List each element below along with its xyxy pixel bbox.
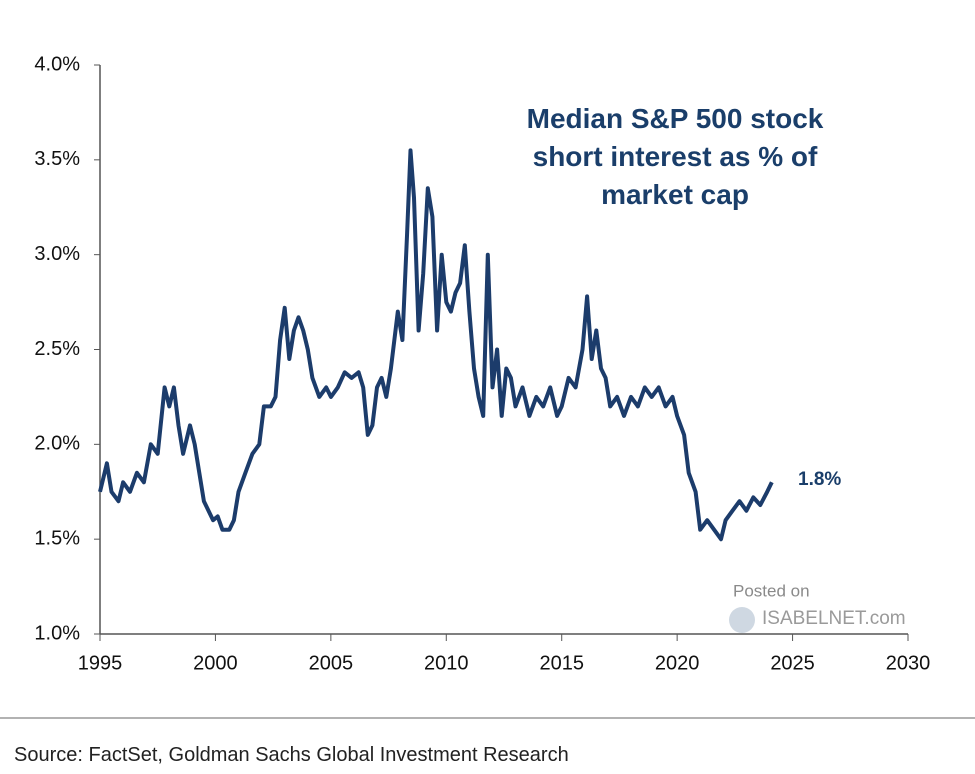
y-tick-label: 4.0%	[34, 53, 80, 75]
y-tick-label: 3.5%	[34, 148, 80, 170]
y-tick-label: 2.0%	[34, 433, 80, 455]
x-tick-label: 1995	[78, 652, 123, 674]
y-tick-label: 3.0%	[34, 243, 80, 265]
x-tick-label: 2030	[886, 652, 931, 674]
x-tick-label: 2015	[539, 652, 584, 674]
x-tick-label: 2020	[655, 652, 700, 674]
watermark-site: ISABELNET.com	[762, 608, 906, 629]
source: Source: FactSet, Goldman Sachs Global In…	[14, 744, 569, 766]
watermark-posted: Posted on	[733, 581, 810, 600]
logo	[729, 607, 755, 633]
y-tick-label: 1.5%	[34, 527, 80, 549]
annotation: 1.8%	[798, 469, 841, 490]
chart-title: Median S&P 500 stock short interest as %…	[526, 103, 824, 210]
line	[98, 148, 774, 542]
x-tick-label: 2000	[193, 652, 238, 674]
x-tick-label: 2010	[424, 652, 469, 674]
x-tick-label: 2025	[770, 652, 815, 674]
y-tick-label: 1.0%	[34, 622, 80, 644]
x-tick-label: 2005	[309, 652, 354, 674]
y-tick-label: 2.5%	[34, 338, 80, 360]
